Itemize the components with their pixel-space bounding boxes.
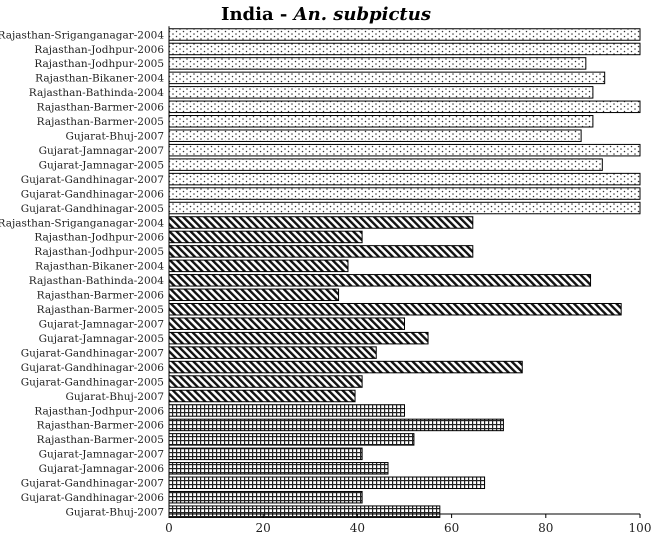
category-label: Gujarat-Jamnagar-2007 bbox=[39, 319, 164, 331]
category-label: Gujarat-Bhuj-2007 bbox=[66, 391, 164, 403]
category-label: Gujarat-Jamnagar-2005 bbox=[39, 333, 164, 345]
bar-diagonal-10 bbox=[168, 346, 377, 359]
category-label: Rajasthan-Jodhpur-2006 bbox=[34, 405, 164, 417]
bar-diagonal-1 bbox=[168, 216, 474, 229]
x-tick-label: 40 bbox=[350, 521, 365, 535]
category-label: Gujarat-Gandhinagar-2007 bbox=[21, 174, 164, 186]
bar-grid-8 bbox=[168, 505, 441, 518]
x-axis: 0 20 40 60 80 100 bbox=[165, 26, 651, 535]
category-label: Gujarat-Jamnagar-2005 bbox=[39, 159, 164, 171]
category-label: Rajasthan-Bathinda-2004 bbox=[29, 275, 165, 287]
x-tick-label: 80 bbox=[538, 521, 553, 535]
bar-dots-7 bbox=[168, 115, 594, 128]
bar-dots-4 bbox=[168, 71, 606, 85]
category-label: Gujarat-Gandhinagar-2005 bbox=[21, 203, 164, 215]
bar-dots-11 bbox=[168, 172, 641, 186]
bar-dots-13 bbox=[168, 201, 641, 215]
bars-layer bbox=[168, 28, 641, 518]
bar-diagonal-11 bbox=[168, 360, 523, 374]
category-label: Gujarat-Gandhinagar-2007 bbox=[21, 347, 164, 359]
category-label: Rajasthan-Barmer-2006 bbox=[37, 420, 165, 432]
bar-diagonal-7 bbox=[168, 302, 622, 316]
chart-title-main: India - bbox=[221, 4, 294, 25]
bar-dots-9 bbox=[168, 143, 641, 157]
category-label: Gujarat-Jamnagar-2007 bbox=[39, 449, 164, 461]
bar-grid-7 bbox=[168, 490, 363, 504]
category-label: Rajasthan-Barmer-2005 bbox=[37, 304, 164, 316]
x-tick-label: 60 bbox=[444, 521, 459, 535]
category-label: Rajasthan-Barmer-2005 bbox=[37, 434, 164, 446]
chart-title: India - An. subpictus bbox=[221, 4, 431, 25]
x-tick-label: 100 bbox=[629, 521, 652, 535]
category-label: Gujarat-Gandhinagar-2006 bbox=[21, 492, 165, 504]
chart-title-species: An. subpictus bbox=[292, 4, 431, 25]
bar-dots-12 bbox=[168, 187, 641, 200]
category-label: Rajasthan-Sriganganagar-2004 bbox=[0, 217, 164, 229]
category-labels: Rajasthan-Sriganganagar-2004 Rajasthan-Jo… bbox=[0, 29, 164, 518]
category-label: Gujarat-Bhuj-2007 bbox=[66, 506, 164, 518]
category-label: Rajasthan-Barmer-2005 bbox=[37, 116, 164, 128]
bar-dots-6 bbox=[168, 100, 641, 114]
bar-dots-10 bbox=[168, 158, 603, 171]
bar-diagonal-13 bbox=[168, 389, 356, 403]
category-label: Gujarat-Gandhinagar-2007 bbox=[21, 478, 164, 490]
bar-diagonal-6 bbox=[168, 288, 340, 302]
bar-dots-5 bbox=[168, 86, 594, 99]
category-label: Gujarat-Gandhinagar-2006 bbox=[21, 188, 165, 200]
category-label: Gujarat-Bhuj-2007 bbox=[66, 131, 164, 143]
bar-grid-1 bbox=[168, 404, 405, 417]
category-label: Rajasthan-Bathinda-2004 bbox=[29, 87, 165, 99]
bar-dots-8 bbox=[168, 129, 582, 142]
category-label: Gujarat-Jamnagar-2006 bbox=[39, 463, 165, 475]
category-label: Rajasthan-Jodhpur-2005 bbox=[34, 246, 164, 258]
category-label: Rajasthan-Barmer-2006 bbox=[37, 290, 165, 302]
category-label: Rajasthan-Sriganganagar-2004 bbox=[0, 29, 164, 41]
category-label: Gujarat-Jamnagar-2007 bbox=[39, 145, 164, 157]
bar-diagonal-4 bbox=[168, 259, 349, 273]
category-label: Gujarat-Gandhinagar-2006 bbox=[21, 362, 165, 374]
bar-dots-2 bbox=[168, 42, 641, 56]
category-label: Rajasthan-Jodhpur-2006 bbox=[34, 232, 164, 244]
bar-grid-5 bbox=[168, 462, 389, 475]
x-tick-label: 0 bbox=[165, 521, 173, 535]
category-label: Rajasthan-Jodhpur-2006 bbox=[34, 44, 164, 56]
bar-dots-1 bbox=[168, 28, 641, 41]
category-label: Rajasthan-Barmer-2006 bbox=[37, 102, 165, 114]
bar-grid-2 bbox=[168, 418, 504, 432]
bar-diagonal-12 bbox=[168, 375, 363, 388]
category-label: Gujarat-Gandhinagar-2005 bbox=[21, 376, 164, 388]
bar-grid-6 bbox=[168, 476, 486, 490]
bar-grid-3 bbox=[168, 433, 415, 446]
bar-diagonal-9 bbox=[168, 331, 429, 345]
bar-diagonal-5 bbox=[168, 274, 592, 287]
bar-diagonal-3 bbox=[168, 245, 474, 258]
category-label: Rajasthan-Jodhpur-2005 bbox=[34, 58, 164, 70]
bar-diagonal-2 bbox=[168, 230, 363, 244]
bar-diagonal-8 bbox=[168, 317, 405, 330]
x-tick-label: 20 bbox=[256, 521, 271, 535]
bar-dots-3 bbox=[168, 57, 587, 70]
category-label: Rajasthan-Bikaner-2004 bbox=[35, 261, 164, 273]
bar-grid-4 bbox=[168, 447, 363, 461]
category-label: Rajasthan-Bikaner-2004 bbox=[35, 73, 164, 85]
